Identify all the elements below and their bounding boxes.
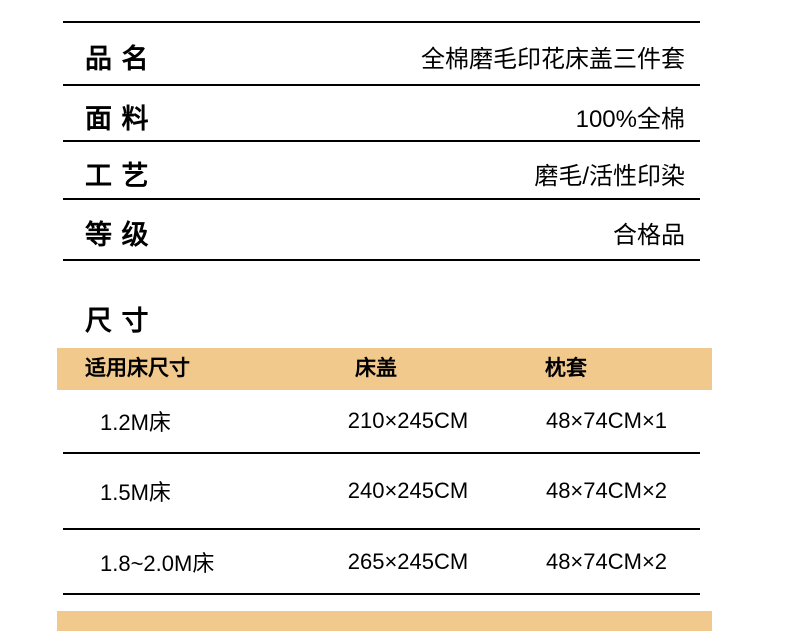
spec-row-product-name: 品 名 全棉磨毛印花床盖三件套 xyxy=(63,23,700,86)
cell-pillowcase-size: 48×74CM×1 xyxy=(545,408,668,433)
spec-row-grade: 等 级 合格品 xyxy=(63,200,700,261)
size-section-title: 尺 寸 xyxy=(85,306,150,336)
spec-row-craft: 工 艺 磨毛/活性印染 xyxy=(63,142,700,200)
spec-label: 工 艺 xyxy=(85,160,150,191)
cell-bedcover-size: 265×245CM xyxy=(347,548,469,574)
cell-pillowcase-size: 48×74CM×2 xyxy=(545,478,668,503)
column-header-bedcover: 床盖 xyxy=(355,357,397,380)
spec-value: 全棉磨毛印花床盖三件套 xyxy=(421,46,685,73)
size-table-body: 1.2M床 210×245CM 48×74CM×1 1.5M床 240×245C… xyxy=(63,390,700,595)
spec-value: 磨毛/活性印染 xyxy=(534,162,685,190)
cell-bed-size: 1.8~2.0M床 xyxy=(100,550,215,576)
spec-label: 品 名 xyxy=(85,44,150,74)
size-table-header-band: 适用床尺寸 床盖 枕套 xyxy=(57,348,712,390)
column-header-bed-size: 适用床尺寸 xyxy=(85,357,190,380)
spec-label: 等 级 xyxy=(85,220,150,250)
cell-bed-size: 1.2M床 xyxy=(100,410,171,435)
spec-value: 100%全棉 xyxy=(575,105,685,133)
table-row: 1.5M床 240×245CM 48×74CM×2 xyxy=(63,454,700,530)
cell-bedcover-size: 240×245CM xyxy=(347,478,469,503)
footer-accent-bar xyxy=(57,611,712,631)
table-row: 1.8~2.0M床 265×245CM 48×74CM×2 xyxy=(63,530,700,595)
table-row: 1.2M床 210×245CM 48×74CM×1 xyxy=(63,390,700,454)
spec-value: 合格品 xyxy=(613,222,685,249)
cell-bedcover-size: 210×245CM xyxy=(347,408,469,433)
column-header-pillowcase: 枕套 xyxy=(545,357,587,380)
cell-pillowcase-size: 48×74CM×2 xyxy=(545,548,668,574)
spec-row-fabric: 面 料 100%全棉 xyxy=(63,86,700,142)
spec-table: 品 名 全棉磨毛印花床盖三件套 面 料 100%全棉 工 艺 磨毛/活性印染 等… xyxy=(63,21,700,261)
spec-label: 面 料 xyxy=(85,103,150,134)
cell-bed-size: 1.5M床 xyxy=(100,480,171,505)
